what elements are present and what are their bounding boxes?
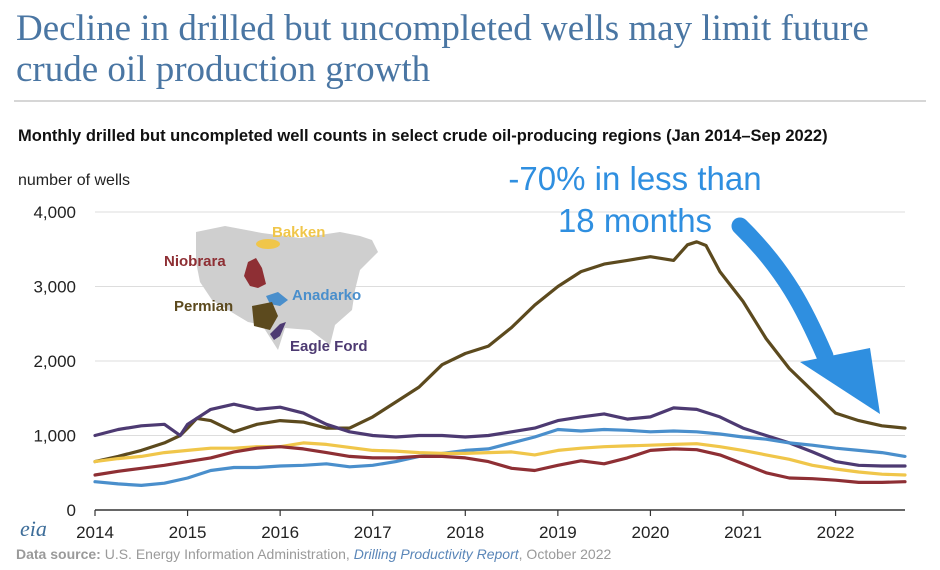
series-line-niobrara xyxy=(93,445,907,484)
y-tick-label: 0 xyxy=(67,501,76,520)
callout-line2: 18 months xyxy=(557,202,713,239)
x-tick-label: 2015 xyxy=(169,523,207,542)
series-lines xyxy=(93,240,907,487)
series-line-anadarko xyxy=(93,427,907,487)
decline-callout: -70% in less than 18 months xyxy=(480,158,790,242)
x-axis xyxy=(94,509,905,516)
x-tick-label: 2021 xyxy=(724,523,762,542)
niobrara-region xyxy=(244,258,266,288)
map-label-eagle-ford: Eagle Ford xyxy=(290,338,368,355)
source-date: , October 2022 xyxy=(518,546,612,562)
x-tick-label: 2020 xyxy=(632,523,670,542)
x-tick-label: 2016 xyxy=(261,523,299,542)
permian-region xyxy=(252,302,278,330)
eia-logo: eia xyxy=(20,516,47,541)
series-line-eagle-ford xyxy=(93,402,907,468)
series-line-permian xyxy=(93,240,907,464)
x-tick-label: 2018 xyxy=(446,523,484,542)
map-label-bakken: Bakken xyxy=(272,224,325,241)
y-tick-label: 4,000 xyxy=(33,203,76,222)
y-tick-label: 2,000 xyxy=(33,352,76,371)
decline-arrow xyxy=(731,217,880,414)
eagle-ford-region xyxy=(270,322,286,340)
data-source: Data source: U.S. Energy Information Adm… xyxy=(16,546,611,562)
map-label-permian: Permian xyxy=(174,298,233,315)
x-tick-label: 2014 xyxy=(76,523,114,542)
y-tick-labels: 0 1,000 2,000 3,000 4,000 xyxy=(33,203,76,520)
us-map-inset xyxy=(196,226,378,350)
source-agency: U.S. Energy Information Administration, xyxy=(100,546,354,562)
y-tick-label: 1,000 xyxy=(33,427,76,446)
headline: Decline in drilled but uncompleted wells… xyxy=(16,8,869,90)
x-tick-label: 2019 xyxy=(539,523,577,542)
map-labels: Bakken Niobrara Anadarko Permian Eagle Ford xyxy=(164,224,368,355)
callout-line1: -70% in less than xyxy=(508,160,762,197)
x-tick-label: 2017 xyxy=(354,523,392,542)
us-map-shape xyxy=(196,226,378,350)
bakken-region xyxy=(256,239,280,249)
source-report[interactable]: Drilling Productivity Report xyxy=(353,546,519,562)
x-tick-label: 2022 xyxy=(817,523,855,542)
x-tick-labels: 2014 2015 2016 2017 2018 2019 2020 2021 2022 xyxy=(76,523,854,542)
chart-title: Monthly drilled but uncompleted well cou… xyxy=(18,127,828,145)
y-axis-label: number of wells xyxy=(18,172,131,189)
series-line-bakken xyxy=(93,441,907,477)
map-label-anadarko: Anadarko xyxy=(292,287,361,304)
title-divider xyxy=(14,100,926,102)
y-tick-label: 3,000 xyxy=(33,278,76,297)
map-label-niobrara: Niobrara xyxy=(164,253,226,270)
source-label: Data source: xyxy=(16,546,101,562)
